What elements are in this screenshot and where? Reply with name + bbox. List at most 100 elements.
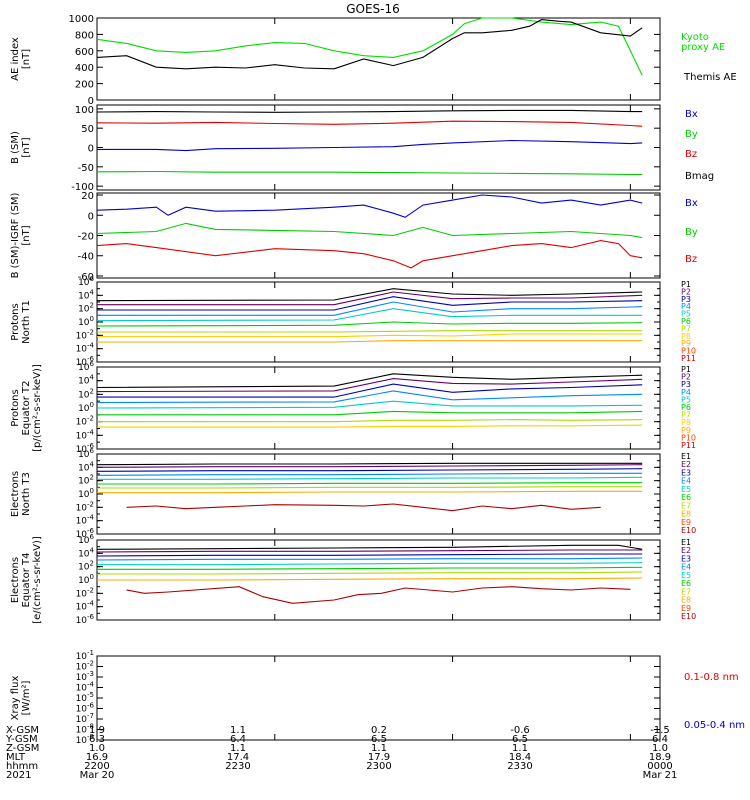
legend-by: By — [685, 227, 698, 238]
channel-label-e10: E10 — [681, 612, 696, 621]
ephemeris-value: 0000 — [647, 761, 672, 772]
series-line-e6 — [97, 482, 643, 485]
y-tick-label: 10-4 — [76, 514, 95, 527]
y-tick-label: 10-3 — [76, 670, 94, 683]
series-line-p3 — [97, 383, 643, 398]
series-line-p1 — [96, 288, 643, 302]
ephemeris-value: 17.9 — [368, 752, 390, 763]
ephemeris-value: 16.9 — [86, 752, 108, 763]
series-line-p4 — [97, 301, 643, 316]
channel-label-e5: E5 — [681, 571, 691, 580]
y-axis-label: Electrons — [10, 471, 21, 517]
y-tick-label: 102 — [78, 560, 94, 573]
channel-label-p10: P10 — [681, 433, 696, 442]
legend-xray-short: 0.05-0.4 nm — [684, 720, 745, 731]
y-tick-label: 102 — [78, 474, 94, 487]
channel-label-e3: E3 — [681, 468, 691, 477]
channel-label-e4: E4 — [681, 563, 691, 572]
y-axis-label: [W/m²] — [21, 680, 32, 715]
series-line-by — [96, 222, 643, 239]
y-tick-label: 10-8 — [76, 723, 94, 736]
y-axis-label: Equator T2 — [21, 381, 32, 436]
legend-kyoto-proxy: proxy AE — [681, 42, 725, 53]
y-axis-label: Xray flux — [10, 676, 21, 721]
y-axis-label: Protons — [10, 303, 21, 340]
series-line-p4 — [96, 390, 643, 404]
y-tick-label: 10-2 — [76, 660, 94, 673]
ephemeris-value: 1.1 — [230, 743, 246, 754]
y-tick-label: 106 — [78, 447, 94, 460]
y-axis-label: AE index — [10, 37, 21, 81]
y-tick-label: 50 — [81, 124, 94, 135]
panel-ae: 0 200 400 600 800 1000 AE index [nT] Kyotoproxy … — [10, 14, 737, 107]
channel-label-p5: P5 — [681, 310, 691, 319]
y-tick-label: 106 — [78, 275, 94, 288]
series-line-e1 — [96, 544, 643, 550]
channel-label-e10: E10 — [681, 526, 696, 535]
ephemeris-value: 1.1 — [230, 725, 246, 736]
ephemeris-value: 2230 — [225, 761, 250, 772]
channel-label-p9: P9 — [681, 426, 691, 435]
series-line-e8 — [97, 490, 643, 494]
series-line-p2 — [96, 378, 643, 393]
y-axis-label: [nT] — [21, 49, 32, 69]
legend-themis: Themis AE — [683, 72, 737, 83]
y-tick-label: 10-1 — [76, 649, 94, 662]
ephemeris-value: 18.9 — [649, 752, 671, 763]
ephemeris-value: 6.4 — [652, 734, 668, 745]
y-tick-label: 100 — [75, 105, 94, 116]
y-tick-label: 800 — [75, 30, 94, 41]
ephemeris-value: 6.5 — [512, 734, 528, 745]
channel-label-p6: P6 — [681, 317, 691, 326]
series-line-p5 — [96, 400, 643, 409]
y-tick-label: 100 — [78, 401, 94, 414]
series-line-p6 — [96, 321, 643, 327]
channel-label-e5: E5 — [681, 485, 691, 494]
y-tick-label: 100 — [78, 573, 94, 586]
series-line-bmag — [96, 109, 643, 113]
channel-label-p7: P7 — [681, 411, 691, 420]
y-tick-label: 1000 — [69, 14, 94, 25]
channel-label-p8: P8 — [681, 332, 691, 341]
y-tick-label: 104 — [78, 288, 94, 301]
y-axis-label: Electrons — [10, 557, 21, 603]
ephemeris-value: 1.9 — [89, 725, 105, 736]
series-line-p2 — [97, 291, 643, 306]
legend-by: By — [685, 129, 698, 140]
y-axis-label: North T1 — [21, 300, 32, 344]
series-line-p7 — [97, 419, 643, 423]
channel-label-p7: P7 — [681, 324, 691, 333]
channel-label-e3: E3 — [681, 554, 691, 563]
channel-label-e6: E6 — [681, 493, 691, 502]
series-line-e6 — [97, 566, 643, 570]
ephemeris-table: X-GSM 1.9 1.1 0.2 -0.6 -1.5 Y-GSM 6.3 6.4 6.5 6.5 6… — [5, 725, 677, 781]
y-tick-label: 10-4 — [76, 428, 95, 441]
series-line-by — [96, 170, 643, 176]
channel-label-p1: P1 — [681, 280, 691, 289]
series-line-p6 — [97, 410, 643, 416]
panel-frame — [96, 104, 661, 191]
year-label: 2021 — [6, 770, 31, 781]
legend-xray-long: 0.1-0.8 nm — [684, 672, 739, 683]
channel-label-e6: E6 — [681, 579, 691, 588]
series-line-bz — [96, 120, 643, 127]
y-tick-label: 106 — [78, 533, 94, 546]
series-line-themis-ae — [96, 19, 643, 70]
channel-label-p10: P10 — [681, 347, 696, 356]
channel-label-e1: E1 — [681, 538, 691, 547]
channel-label-e9: E9 — [681, 604, 691, 613]
series-line-e4 — [96, 557, 643, 561]
legend-bx: Bx — [685, 198, 698, 209]
ephemeris-row-label: hhmm — [6, 761, 38, 772]
ephemeris-value: 1.0 — [652, 743, 668, 754]
y-axis-label: B (SM)-IGRF (SM) — [10, 193, 21, 279]
series-line-p8 — [97, 333, 643, 338]
ephemeris-value: 0.2 — [371, 725, 387, 736]
series-line-e4 — [96, 472, 643, 476]
ephemeris-row-label: MLT — [6, 752, 26, 763]
ephemeris-value: 2300 — [366, 761, 391, 772]
series-line-e10 — [126, 586, 631, 604]
